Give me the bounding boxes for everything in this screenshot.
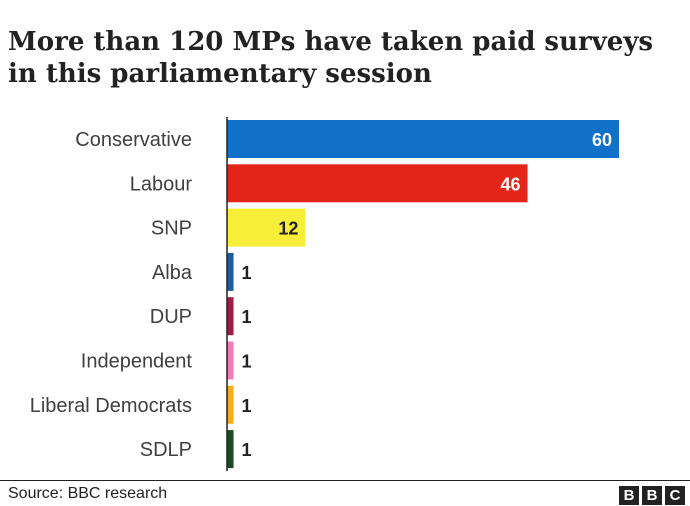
- footer-divider: [0, 480, 690, 481]
- category-label: Alba: [152, 262, 193, 284]
- data-label: 1: [242, 263, 252, 283]
- data-label: 1: [242, 352, 252, 372]
- bar: [227, 120, 619, 158]
- chart-title-line-2: in this parliamentary session: [8, 59, 432, 89]
- bar: [227, 164, 528, 203]
- category-label: Conservative: [75, 129, 192, 151]
- bar: [227, 252, 234, 291]
- data-label: 46: [501, 174, 521, 194]
- category-label: SDLP: [140, 439, 192, 461]
- bar: [227, 385, 234, 424]
- source-note: Source: BBC research: [8, 485, 168, 502]
- bar: [227, 430, 234, 469]
- bbc-logo: B B C: [619, 486, 685, 505]
- data-label: 12: [278, 219, 298, 239]
- category-label: SNP: [151, 218, 192, 240]
- category-label: Liberal Democrats: [30, 395, 192, 417]
- bar: [227, 297, 234, 336]
- category-label: Labour: [130, 173, 193, 195]
- bar-chart: Conservative 60 Labour 46 SNP 12 Alba 1 DUP 1 Inde…: [30, 117, 619, 472]
- bbc-logo-letter-2: B: [642, 486, 662, 505]
- bar: [227, 341, 234, 380]
- bbc-logo-letter-3: C: [665, 486, 685, 505]
- category-label: DUP: [150, 306, 192, 328]
- chart-title: More than 120 MPs have taken paid survey…: [8, 26, 684, 90]
- bbc-logo-letter-1: B: [619, 486, 639, 505]
- data-label: 1: [242, 396, 252, 416]
- data-label: 1: [242, 440, 252, 460]
- chart-title-line-1: More than 120 MPs have taken paid survey…: [8, 27, 654, 57]
- category-label: Independent: [81, 351, 193, 373]
- data-label: 60: [592, 130, 612, 150]
- data-label: 1: [242, 307, 252, 327]
- bar: [227, 208, 306, 247]
